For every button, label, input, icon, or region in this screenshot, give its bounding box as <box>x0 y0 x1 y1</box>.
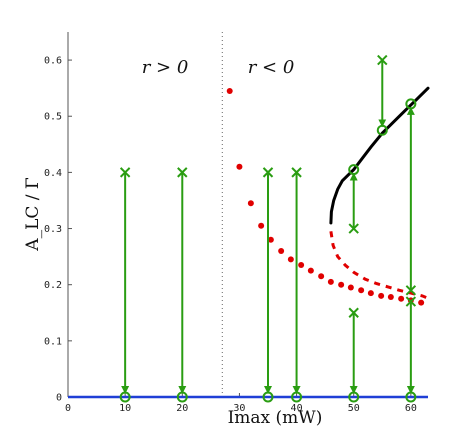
trajectory-end-marker <box>405 391 417 403</box>
unstable-branch-point <box>418 299 425 306</box>
unstable-branch-point <box>358 287 365 294</box>
x-tick-label: 0 <box>65 403 71 414</box>
trajectory-start-marker <box>119 167 131 178</box>
unstable-branch-point <box>258 222 265 229</box>
y-tick-label: 0.5 <box>44 112 62 123</box>
trajectory-start-marker <box>405 285 417 296</box>
trajectory-start-marker <box>348 223 359 234</box>
unstable-branch-point <box>327 278 334 285</box>
y-tick-label: 0 <box>56 393 62 404</box>
unstable-branch-point <box>278 248 285 254</box>
x-tick-label: 30 <box>233 403 245 414</box>
stable-limit-cycle-branch <box>329 86 430 225</box>
unstable-branch-point <box>367 290 374 297</box>
trajectory-start-marker <box>405 296 417 307</box>
trajectory-end-marker <box>405 98 417 110</box>
unstable-branch-point <box>267 236 274 243</box>
unstable-branch-point <box>298 262 305 269</box>
unstable-branch-point <box>287 256 294 263</box>
trajectory-start-marker <box>348 307 359 318</box>
trajectory-end-marker <box>262 391 274 403</box>
x-tick-label: 20 <box>176 403 188 414</box>
unstable-branch-point <box>338 281 345 288</box>
trajectory-start-marker <box>291 167 302 178</box>
unstable-branch-point <box>307 267 314 274</box>
unstable-branch-point <box>398 295 405 302</box>
y-tick-label: 0.2 <box>44 280 62 291</box>
y-tick-label: 0.1 <box>44 336 62 347</box>
y-tick-label: 0.3 <box>44 224 62 235</box>
trajectory-start-marker <box>377 54 388 66</box>
trajectory-end-marker <box>119 391 131 403</box>
unstable-branch-point <box>236 163 243 170</box>
y-axis-label: A_LC / Γ <box>23 177 43 252</box>
trajectory-end-marker <box>348 164 360 176</box>
x-axis-label: Imax (mW) <box>228 408 323 428</box>
unstable-branch-point <box>347 284 354 291</box>
x-tick-label: 50 <box>348 403 360 414</box>
trajectory-end-marker <box>176 391 188 403</box>
trajectory-start-marker <box>262 167 274 178</box>
y-tick-label: 0.4 <box>44 168 62 179</box>
trajectory-end-marker <box>291 391 303 403</box>
x-tick-label: 10 <box>119 403 131 414</box>
unstable-branch-point <box>226 87 233 94</box>
unstable-branch-point <box>318 273 325 280</box>
unstable-branch-point <box>247 200 254 207</box>
unstable-branch-point <box>387 294 394 301</box>
region-label-right: r < 0 <box>248 57 295 78</box>
trajectory-start-marker <box>177 167 188 178</box>
y-tick-label: 0.6 <box>44 56 62 67</box>
x-tick-label: 40 <box>291 403 303 414</box>
x-tick-label: 60 <box>405 403 417 414</box>
unstable-branch-point <box>378 292 385 299</box>
trajectory-end-marker <box>348 391 360 403</box>
region-label-left: r > 0 <box>142 57 189 78</box>
trajectory-end-marker <box>376 124 388 136</box>
